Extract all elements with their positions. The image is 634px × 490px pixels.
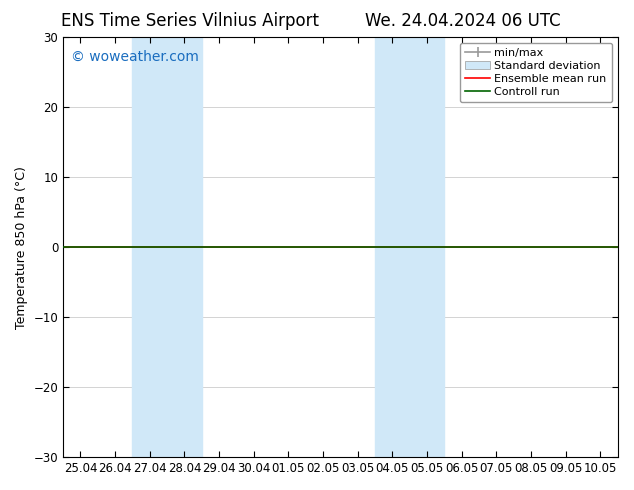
Bar (375, 37, 444, 457)
Text: © woweather.com: © woweather.com (72, 50, 199, 64)
Text: ENS Time Series Vilnius Airport: ENS Time Series Vilnius Airport (61, 12, 319, 30)
Y-axis label: Temperature 850 hPa (°C): Temperature 850 hPa (°C) (15, 166, 28, 329)
Text: We. 24.04.2024 06 UTC: We. 24.04.2024 06 UTC (365, 12, 560, 30)
Bar (133, 37, 202, 457)
Legend: min/max, Standard deviation, Ensemble mean run, Controll run: min/max, Standard deviation, Ensemble me… (460, 43, 612, 102)
